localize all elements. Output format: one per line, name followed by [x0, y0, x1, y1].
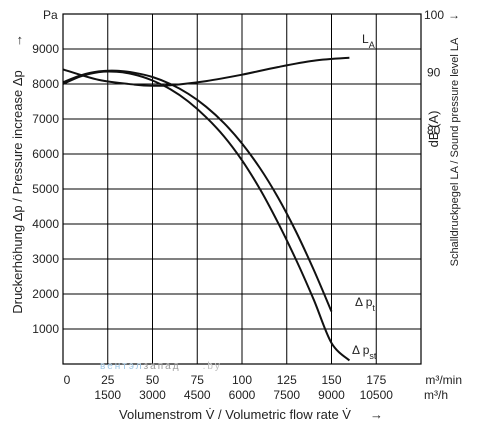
y-tick-label: 8000 [32, 77, 59, 91]
y2-unit-arrow: → [448, 8, 460, 22]
plot-border [62, 13, 422, 365]
x-tick-label-top: 0 [64, 373, 71, 387]
series-label-sub: t [372, 303, 375, 313]
x-tick-label-bottom: 4500 [184, 388, 211, 402]
x-tick-label-top: 125 [277, 373, 297, 387]
series-label-main: Δ p [355, 295, 373, 309]
series-line-st [62, 70, 351, 362]
y2-unit: 100 [424, 8, 444, 22]
x-tick-label-top: 75 [191, 373, 205, 387]
x-tick-label-bottom: 3000 [139, 388, 166, 402]
watermark-part-2: запад [144, 361, 181, 372]
x-tick-label-bottom: 9000 [318, 388, 345, 402]
y2-axis-db: dB (A) [426, 111, 441, 148]
grid [63, 14, 421, 364]
y2-axis-title: Schalldruckpegel LA / Sound pressure lev… [449, 37, 461, 266]
x-tick-label-bottom: 7500 [273, 388, 300, 402]
plot-frame [62, 13, 422, 365]
series-label-main: L [362, 32, 369, 46]
series-label-main: Δ p [352, 343, 370, 357]
x-tick-label-bottom: 10500 [360, 388, 394, 402]
x-tick-label-top: 100 [232, 373, 252, 387]
series-label-t: Δ pt [355, 295, 375, 313]
x-tick-label-top: 175 [366, 373, 386, 387]
y-tick-label: 3000 [32, 252, 59, 266]
y-tick-label: 1000 [32, 322, 59, 336]
watermark-part-1: вентэл [100, 361, 144, 372]
series-label-A: LA [362, 32, 375, 50]
y-tick-label: 4000 [32, 217, 59, 231]
y-tick-label: 2000 [32, 287, 59, 301]
x-tick-label-top: 50 [146, 373, 160, 387]
series-label-sub: A [369, 40, 375, 50]
curves [62, 56, 351, 362]
x-unit-top: m³/min [425, 373, 462, 387]
tick-labels: 1000200030004000500060007000800090008090… [32, 42, 440, 402]
x-tick-label-top: 25 [101, 373, 115, 387]
series-line-A [62, 56, 350, 87]
x-axis-title: Volumenstrom V̇ / Volumetric flow rate V… [119, 407, 351, 422]
y2-tick-label: 90 [427, 65, 441, 79]
y-axis-arrow: → [10, 34, 25, 47]
x-axis-arrow: → [370, 407, 383, 422]
y-tick-label: 7000 [32, 112, 59, 126]
series-label-st: Δ pst [352, 343, 377, 361]
watermark: вентэлзапад .by [100, 361, 222, 372]
x-tick-label-bottom: 1500 [94, 388, 121, 402]
y-axis-title: Druckerhöhung Δp / Pressure increase Δp [10, 70, 25, 314]
x-tick-label-top: 150 [321, 373, 341, 387]
x-tick-label-bottom: 6000 [229, 388, 256, 402]
x-unit-bottom: m³/h [424, 388, 448, 402]
y-tick-label: 5000 [32, 182, 59, 196]
y-tick-label: 6000 [32, 147, 59, 161]
y-tick-label: 9000 [32, 42, 59, 56]
series-label-sub: st [369, 351, 377, 361]
y-unit: Pa [43, 8, 58, 22]
watermark-part-3: .by [203, 361, 222, 372]
y2-tick-label: 80 [427, 124, 441, 138]
